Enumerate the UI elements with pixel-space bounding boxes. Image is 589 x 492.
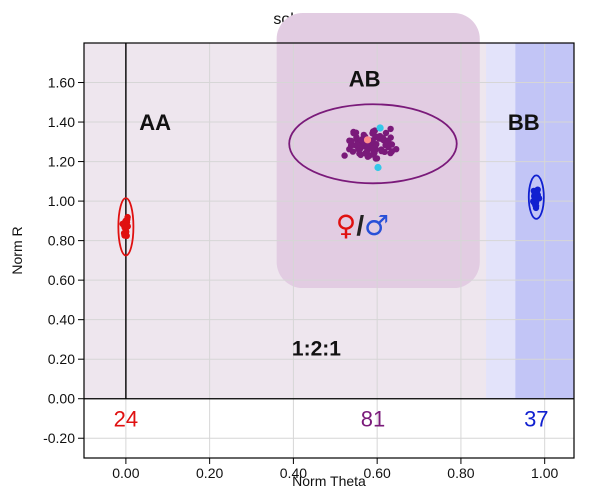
y-tick-label: 1.00 — [48, 193, 75, 209]
y-tick-label: 0.00 — [48, 391, 75, 407]
segregation-ratio: 1:2:1 — [292, 337, 341, 360]
ab-sample-point — [357, 151, 364, 159]
bb-count: 37 — [524, 406, 548, 431]
ab-sample-point — [347, 142, 355, 149]
x-axis-label: Norm Theta — [292, 473, 366, 489]
ab-sample-point — [376, 133, 384, 140]
x-tick-label: 0.00 — [112, 465, 139, 481]
ab-sample-point — [382, 129, 390, 137]
bb-sample-point — [534, 186, 541, 193]
aa-sample-point — [123, 219, 131, 226]
y-tick-label: 0.20 — [48, 351, 75, 367]
x-tick-label: 0.40 — [280, 465, 307, 481]
aa-count: 24 — [114, 406, 138, 431]
male-symbol: ♂ — [364, 209, 389, 242]
y-tick-label: 1.40 — [48, 114, 75, 130]
female-symbol: ♀ — [336, 209, 357, 242]
aa-cluster-label: AA — [139, 110, 171, 135]
ab-sample-point — [373, 155, 381, 162]
bb-sample-point — [532, 202, 540, 210]
ab-sample-point — [341, 152, 348, 159]
bb-sample-point — [532, 195, 539, 202]
ab-sample-point — [369, 137, 376, 144]
y-tick-label: 0.80 — [48, 233, 75, 249]
bb-cluster-label: BB — [508, 110, 540, 135]
x-tick-label: 0.20 — [196, 465, 223, 481]
genotype-counts: 24 81 37 — [114, 406, 549, 431]
ab-sample-point — [354, 141, 361, 149]
cluster-labels: AA AB BB — [139, 67, 539, 135]
ab-cluster-ellipse — [288, 103, 458, 185]
ab-sample-point — [360, 131, 367, 139]
x-tick-label: 0.80 — [447, 465, 474, 481]
ab-sample-point — [353, 134, 360, 141]
ab-sample-point — [388, 148, 396, 155]
ab-sample-point — [371, 149, 378, 156]
parent-sample-point — [374, 163, 382, 172]
ab-sample-point — [382, 141, 389, 149]
plot-area — [84, 13, 574, 458]
x-tick-label: 1.00 — [531, 465, 558, 481]
ab-sample-point — [363, 150, 371, 158]
parent-sex-legend: ♀/♂ — [336, 209, 389, 242]
sample-points — [119, 124, 543, 239]
sex-separator: / — [356, 210, 364, 241]
bb-cluster-ellipse — [527, 174, 545, 220]
plot-frame — [83, 42, 575, 459]
y-tick-label: 0.40 — [48, 312, 75, 328]
ab-sample-point — [387, 134, 394, 141]
y-tick-label: 1.60 — [48, 75, 75, 91]
y-tick-label: 0.60 — [48, 272, 75, 288]
x-tick-label: 0.60 — [364, 465, 391, 481]
aa-sample-point — [122, 230, 129, 238]
y-axis-ticks: -0.20 0.00 0.20 0.40 0.60 0.80 1.00 1.20 1.40 1.6… — [43, 75, 84, 446]
y-tick-label: 1.20 — [48, 154, 75, 170]
y-axis-label: Norm R — [9, 226, 25, 274]
x-axis-ticks: 0.00 0.20 0.40 0.60 0.80 1.00 — [112, 458, 559, 481]
y-tick-label: -0.20 — [43, 430, 75, 446]
ab-sample-point — [378, 146, 385, 153]
ab-count: 81 — [361, 406, 385, 431]
parent-sample-point — [376, 124, 384, 132]
aa-cluster-ellipse — [117, 197, 135, 257]
ab-sample-point — [387, 125, 394, 133]
cluster-ellipses — [117, 103, 545, 257]
ab-sample-point — [346, 137, 353, 144]
ab-cluster-label: AB — [349, 67, 381, 92]
parent-sample-point — [363, 136, 372, 144]
genotype-count-band — [84, 398, 574, 458]
